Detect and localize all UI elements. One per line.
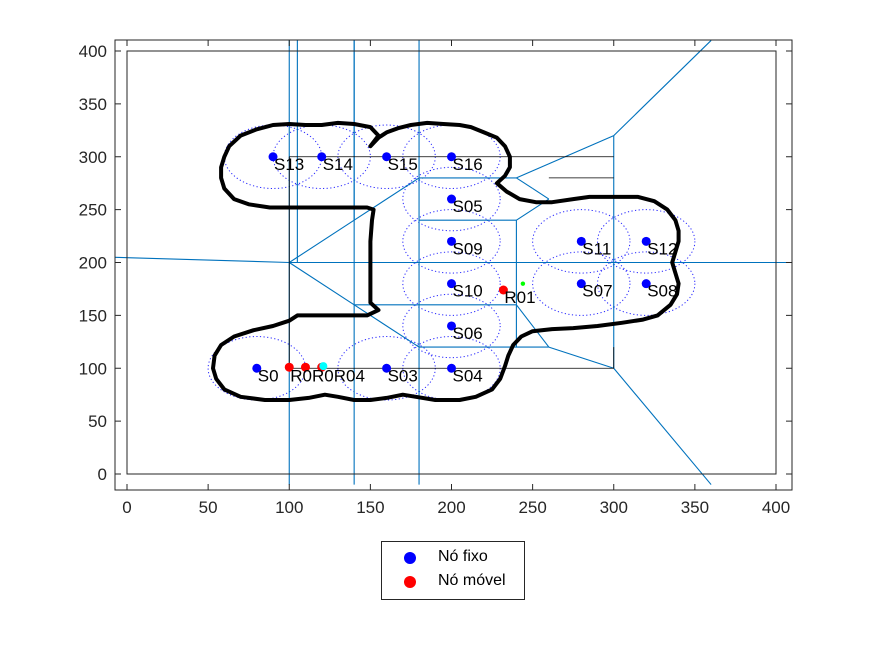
node-point (382, 152, 392, 162)
x-tick-label: 150 (356, 498, 384, 517)
node-label: R01 (504, 288, 535, 307)
axes: 0 50 100 150 200 250 300 350 400 0 50 100 150 200 250 3… (79, 39, 793, 517)
legend-label-fixed: Nó fixo (438, 548, 488, 565)
node-point (498, 285, 508, 295)
node-label: S04 (453, 366, 483, 385)
node-label: S11 (582, 239, 611, 258)
node-label: S0 (258, 366, 279, 385)
node-points (252, 152, 651, 373)
coverage-circle (402, 251, 501, 316)
y-tick-label: 300 (79, 148, 107, 167)
voronoi-edge (115, 256, 290, 264)
y-tick-label: 400 (79, 42, 107, 61)
coverage-circle (532, 251, 631, 316)
node-point (576, 279, 586, 289)
x-tick-label: 200 (437, 498, 465, 517)
coverage-circle (597, 209, 696, 274)
voronoi-edge (515, 304, 550, 348)
node-label-overlap: R0R0R04 (290, 366, 365, 385)
y-tick-label: 0 (98, 465, 107, 484)
voronoi-edge (548, 346, 614, 369)
mobile-node-marker-icon (404, 576, 416, 588)
node-point (268, 152, 278, 162)
node-label: S16 (453, 155, 483, 174)
node-point (284, 362, 294, 372)
legend-label-mobile: Nó móvel (438, 572, 506, 589)
node-label: S09 (453, 239, 483, 258)
fixed-node-marker-icon (404, 552, 416, 564)
voronoi-edge (353, 304, 420, 348)
coverage-boundary (211, 120, 681, 402)
node-point (447, 321, 456, 331)
node-label: S13 (274, 155, 304, 174)
voronoi-edge (532, 188, 550, 200)
node-point (447, 236, 456, 246)
y-tick-label: 100 (79, 359, 107, 378)
legend: Nó fixo Nó móvel (381, 541, 525, 600)
x-tick-label: 400 (762, 498, 790, 517)
node-point (447, 152, 456, 162)
coverage-circle (402, 166, 501, 232)
x-tick-label: 300 (600, 498, 628, 517)
y-tick-label: 350 (79, 95, 107, 114)
node-label: S08 (647, 282, 677, 301)
node-point (252, 363, 262, 373)
voronoi-edge (288, 219, 355, 263)
node-label: S05 (453, 197, 483, 216)
node-labels: S0 S03 S04 S05 S06 S07 S08 S09 S10 S11 S12 S13 S14 S1… (258, 155, 678, 386)
x-tick-label: 0 (122, 498, 131, 517)
y-tick-label: 200 (79, 254, 107, 273)
node-point (447, 279, 456, 289)
y-tick-label: 50 (88, 412, 107, 431)
node-point (382, 363, 392, 373)
node-point (300, 362, 310, 372)
coverage-boundary-path (211, 120, 681, 402)
x-tick-label: 350 (681, 498, 709, 517)
node-label: S03 (388, 366, 418, 385)
node-label: S10 (453, 282, 483, 301)
node-point (447, 363, 456, 373)
y-tick-label: 250 (79, 201, 107, 220)
voronoi-edge (613, 40, 712, 136)
node-point (576, 236, 586, 246)
node-label: S07 (582, 282, 612, 301)
x-tick-label: 100 (275, 498, 303, 517)
coverage-circle (402, 293, 501, 359)
node-label: S06 (453, 324, 483, 343)
extra-point (520, 281, 526, 286)
data-extent-box (126, 50, 777, 475)
node-point (641, 236, 651, 246)
node-point (317, 152, 327, 162)
coverage-circle (532, 209, 631, 274)
voronoi-edge (288, 262, 355, 306)
axes-frame (114, 39, 793, 491)
voronoi-edges (115, 40, 792, 485)
node-point (447, 194, 456, 204)
voronoi-edge (353, 177, 420, 221)
coverage-circle (402, 209, 501, 274)
node-label: S12 (647, 239, 677, 258)
node-label: S14 (323, 155, 353, 174)
node-point (641, 279, 651, 289)
node-label: S15 (388, 155, 418, 174)
legend-item-fixed: Nó fixo (382, 546, 524, 570)
legend-item-mobile: Nó móvel (382, 570, 524, 594)
voronoi-edge (516, 177, 533, 189)
y-tick-label: 150 (79, 306, 107, 325)
coverage-circle (597, 251, 696, 316)
x-tick-label: 50 (199, 498, 218, 517)
x-tick-label: 250 (518, 498, 546, 517)
extra-point (319, 362, 328, 371)
voronoi-edge (613, 367, 712, 485)
